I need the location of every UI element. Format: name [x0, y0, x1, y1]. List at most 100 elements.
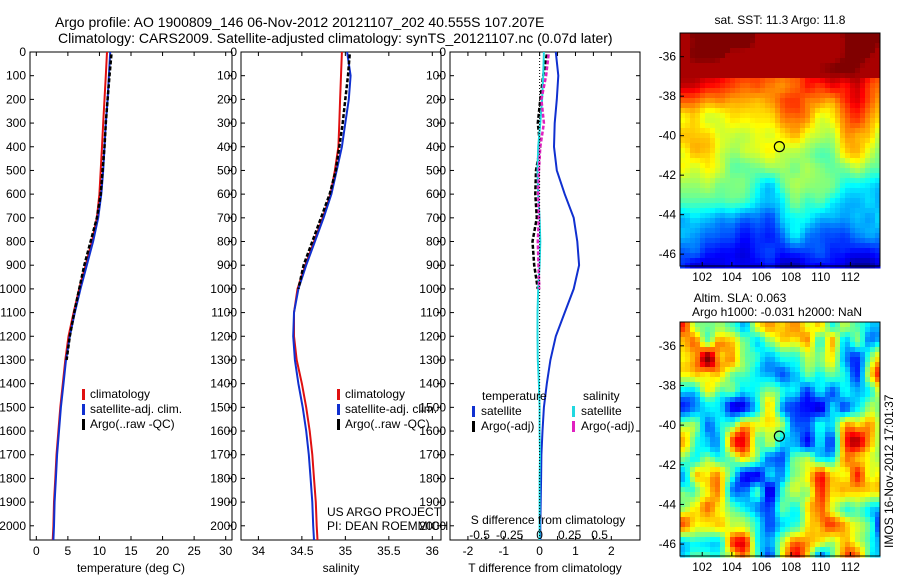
map-pixel — [680, 138, 686, 144]
map-pixel — [745, 532, 751, 538]
map-pixel — [840, 477, 846, 483]
map-pixel — [725, 53, 731, 59]
map-pixel — [690, 402, 696, 408]
map-pixel — [825, 492, 831, 498]
map-pixel — [790, 78, 796, 84]
map-pixel — [720, 467, 726, 473]
map-pixel — [840, 362, 846, 368]
map-pixel — [810, 258, 816, 264]
map-pixel — [760, 143, 766, 149]
map-pixel — [690, 123, 696, 129]
map-pixel — [800, 158, 806, 164]
map-pixel — [835, 243, 841, 249]
depth-tick-label: 1400 — [0, 377, 26, 391]
map-pixel — [730, 542, 736, 548]
map-pixel — [850, 322, 856, 328]
map-pixel — [745, 337, 751, 343]
map-pixel — [770, 362, 776, 368]
map-pixel — [800, 427, 806, 433]
map-pixel — [815, 148, 821, 154]
map-pixel — [730, 223, 736, 229]
map-pixel — [750, 322, 756, 328]
map-pixel — [800, 332, 806, 338]
map-pixel — [765, 218, 771, 224]
map-pixel — [685, 48, 691, 54]
map-pixel — [865, 98, 871, 104]
map-pixel — [870, 367, 876, 373]
map-pixel — [805, 427, 811, 433]
map-pixel — [760, 223, 766, 229]
map-pixel — [835, 48, 841, 54]
map-pixel — [820, 238, 826, 244]
map-pixel — [765, 517, 771, 523]
legend-label: climatology — [90, 387, 150, 401]
map-pixel — [830, 517, 836, 523]
map-pixel — [875, 362, 881, 368]
map-pixel — [730, 193, 736, 199]
map-pixel — [780, 173, 786, 179]
map-pixel — [685, 352, 691, 358]
map-pixel — [815, 322, 821, 328]
map-pixel — [755, 472, 761, 478]
map-pixel — [720, 547, 726, 553]
map-pixel — [815, 332, 821, 338]
map-pixel — [805, 138, 811, 144]
map-pixel — [860, 447, 866, 453]
map-pixel — [765, 542, 771, 548]
map-pixel — [860, 218, 866, 224]
map-pixel — [860, 83, 866, 89]
map-pixel — [820, 462, 826, 468]
map-pixel — [870, 88, 876, 94]
map-pixel — [710, 422, 716, 428]
map-pixel — [865, 332, 871, 338]
map-pixel — [725, 63, 731, 69]
map-pixel — [725, 352, 731, 358]
map-pixel — [755, 183, 761, 189]
map-pixel — [795, 532, 801, 538]
map-pixel — [750, 38, 756, 44]
map-pixel — [860, 457, 866, 463]
map-pixel — [720, 63, 726, 69]
map-pixel — [710, 492, 716, 498]
map-pixel — [720, 397, 726, 403]
map-pixel — [750, 337, 756, 343]
map-pixel — [815, 173, 821, 179]
map-pixel — [845, 108, 851, 114]
map-pixel — [735, 143, 741, 149]
map-pixel — [735, 537, 741, 543]
map-pixel — [750, 173, 756, 179]
map-pixel — [785, 253, 791, 259]
map-pixel — [805, 148, 811, 154]
map-pixel — [800, 78, 806, 84]
map-pixel — [815, 532, 821, 538]
map-pixel — [810, 168, 816, 174]
map-pixel — [845, 153, 851, 159]
map-pixel — [830, 108, 836, 114]
map-pixel — [820, 467, 826, 473]
map-pixel — [780, 118, 786, 124]
map-pixel — [815, 402, 821, 408]
map-pixel — [745, 218, 751, 224]
map-pixel — [730, 552, 736, 558]
map-pixel — [820, 492, 826, 498]
map-pixel — [725, 332, 731, 338]
map-pixel — [840, 158, 846, 164]
map-pixel — [860, 407, 866, 413]
map-pixel — [710, 158, 716, 164]
map-pixel — [820, 417, 826, 423]
map-pixel — [740, 392, 746, 398]
map-pixel — [705, 527, 711, 533]
map-pixel — [855, 542, 861, 548]
map-pixel — [680, 243, 686, 249]
map-pixel — [755, 33, 761, 39]
map-pixel — [860, 372, 866, 378]
map-pixel — [705, 427, 711, 433]
map-pixel — [700, 113, 706, 119]
map-pixel — [800, 552, 806, 558]
map-pixel — [755, 43, 761, 49]
map-pixel — [855, 447, 861, 453]
map-pixel — [785, 522, 791, 528]
map-pixel — [765, 153, 771, 159]
map-pixel — [770, 128, 776, 134]
map-pixel — [875, 88, 881, 94]
